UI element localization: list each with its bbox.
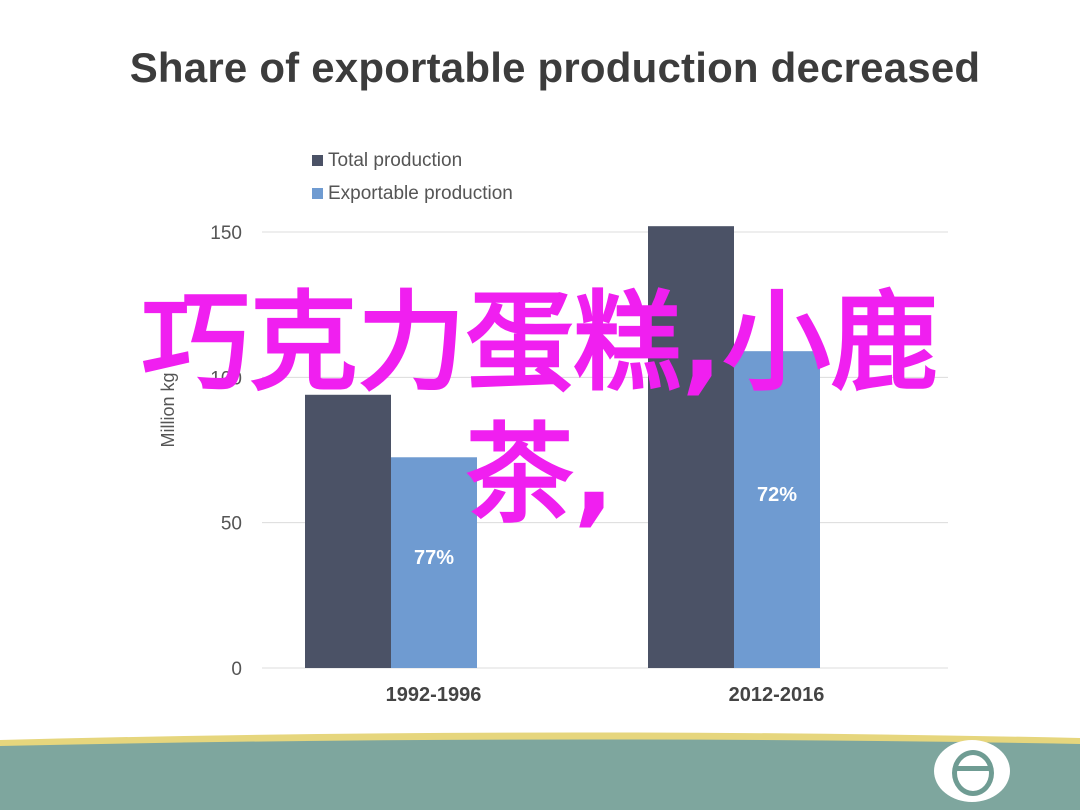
x-tick-label: 2012-2016 [729, 684, 825, 706]
legend-item-exportable: Exportable production [312, 177, 513, 210]
legend-swatch-total [312, 155, 323, 166]
legend-swatch-exportable [312, 188, 323, 199]
legend-item-total: Total production [312, 144, 513, 177]
data-label: 77% [414, 547, 454, 569]
bar-exportable [734, 351, 820, 668]
y-tick-label: 100 [210, 368, 242, 389]
chart-title: Share of exportable production decreased [129, 44, 981, 91]
watermark-overlay: 巧克力蛋糕,小鹿 茶, [0, 278, 1080, 542]
overlay-line-2: 茶, [465, 413, 615, 538]
footer-band [0, 732, 1080, 810]
y-tick-label: 50 [221, 514, 242, 535]
logo-bar [953, 766, 991, 771]
y-tick-label: 150 [210, 223, 242, 244]
logo-ring [952, 750, 994, 796]
legend-label-total: Total production [328, 149, 463, 171]
legend-label-exportable: Exportable production [328, 182, 513, 204]
y-axis-label: Million kg [158, 372, 178, 447]
legend: Total production Exportable production [312, 144, 513, 210]
bar-total [305, 394, 391, 668]
x-tick-label: 1992-1996 [386, 684, 482, 706]
overlay-line-1: 巧克力蛋糕,小鹿 [141, 281, 939, 406]
bar-total [648, 226, 734, 669]
y-tick-label: 0 [231, 659, 242, 680]
logo [934, 740, 1010, 802]
bar-exportable [391, 457, 477, 668]
data-label: 72% [757, 484, 797, 506]
